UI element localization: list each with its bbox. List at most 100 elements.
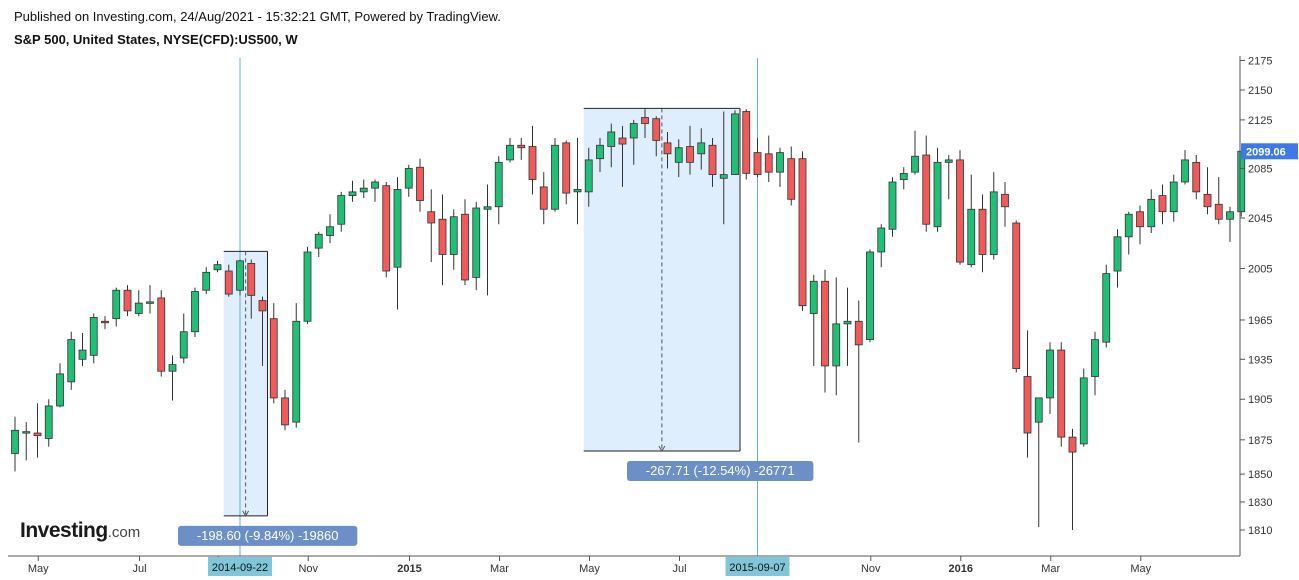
candle-body xyxy=(157,297,166,372)
time-tick-label: May xyxy=(1130,563,1151,575)
price-tick-label: 2125 xyxy=(1248,115,1272,127)
candle-body xyxy=(506,144,514,161)
candle-body xyxy=(573,188,582,193)
candle-body xyxy=(1102,273,1111,343)
candle-body xyxy=(382,185,391,272)
time-tick-label: May xyxy=(579,563,600,575)
candle-body xyxy=(1158,195,1167,213)
price-tick-label: 2005 xyxy=(1248,263,1272,275)
candle-body xyxy=(967,208,976,266)
time-tick-label: Mar xyxy=(1041,563,1060,575)
candle-body xyxy=(1012,222,1021,369)
measure-arrowhead xyxy=(658,445,666,452)
candle-body xyxy=(179,331,188,359)
candle-body xyxy=(663,142,672,155)
last-price-label: 2099.06 xyxy=(1246,146,1286,158)
candle-body xyxy=(191,291,199,333)
candle-body xyxy=(843,320,852,325)
candle-body xyxy=(1023,376,1032,434)
candle-body xyxy=(798,158,807,307)
candle-body xyxy=(416,166,424,201)
candle-body xyxy=(618,137,627,145)
candle-body xyxy=(562,142,571,194)
investing-logo: Investing.com xyxy=(20,519,140,543)
candle-body xyxy=(404,168,413,189)
price-tick-label: 1830 xyxy=(1248,497,1272,509)
candle-body xyxy=(247,262,256,296)
candle-body xyxy=(134,302,143,314)
price-tick-label: 2085 xyxy=(1248,163,1272,175)
date-marker-bg xyxy=(208,557,272,576)
logo-suffix: .com xyxy=(107,524,141,541)
candle-body xyxy=(764,153,773,173)
candle-body xyxy=(1034,397,1043,423)
candle-body xyxy=(641,117,649,124)
candle-body xyxy=(1046,349,1054,399)
candle-body xyxy=(202,271,211,291)
candle-body xyxy=(33,432,42,437)
candle-body xyxy=(877,227,886,253)
candle-body xyxy=(281,397,289,426)
candle-body xyxy=(866,251,874,340)
candle-body xyxy=(438,218,447,255)
date-marker-label: 2014-09-22 xyxy=(212,562,268,574)
candle-body xyxy=(326,226,334,236)
time-tick-label: Jul xyxy=(672,563,686,575)
time-tick-label: Mar xyxy=(490,563,509,575)
candle-body xyxy=(528,146,537,180)
candle-body xyxy=(1068,436,1077,453)
candle-body xyxy=(461,213,469,281)
candle-body xyxy=(832,323,841,367)
candle-body xyxy=(888,181,897,230)
candle-body xyxy=(1079,377,1088,445)
candle-body xyxy=(1001,193,1009,208)
publish-info: Published on Investing.com, 24/Aug/2021 … xyxy=(14,9,501,24)
candle-body xyxy=(1057,349,1066,438)
candle-body xyxy=(989,191,998,255)
candle-body xyxy=(303,251,312,322)
time-tick-label: 2016 xyxy=(949,563,973,575)
candle-body xyxy=(1203,193,1212,208)
candle-body xyxy=(1214,203,1223,220)
candle-body xyxy=(809,280,818,314)
price-tick-label: 1850 xyxy=(1248,469,1272,481)
price-tick-label: 1905 xyxy=(1248,394,1272,406)
measure-arrowhead xyxy=(242,510,250,517)
candle-body xyxy=(753,152,762,176)
logo-text: Investing xyxy=(20,519,108,542)
price-tick-label: 2175 xyxy=(1248,55,1272,67)
candle-body xyxy=(978,208,987,255)
price-tick-label: 2045 xyxy=(1248,213,1272,225)
candle-body xyxy=(494,161,503,208)
candle-body xyxy=(1181,159,1189,183)
symbol-title: S&P 500, United States, NYSE(CFD):US500,… xyxy=(14,32,298,47)
candle-body xyxy=(78,349,87,360)
candle-body xyxy=(393,188,402,268)
candle-body xyxy=(854,320,863,346)
candle-body xyxy=(652,118,661,141)
last-price-bg xyxy=(1241,143,1298,160)
candle-body xyxy=(258,300,267,312)
candle-body xyxy=(213,264,222,271)
candle-body xyxy=(944,159,953,163)
candle-body xyxy=(168,364,177,372)
candle-body xyxy=(123,289,132,312)
time-tick-label: 2015 xyxy=(397,563,421,575)
candle-body xyxy=(22,431,31,434)
measure-label-bg xyxy=(627,461,814,482)
candle-body xyxy=(517,144,526,149)
candle-body xyxy=(11,429,19,454)
candle-body xyxy=(1113,236,1122,272)
candle-body xyxy=(551,144,559,210)
candle-body xyxy=(56,373,64,407)
price-tick-label: 1935 xyxy=(1248,354,1272,366)
candle-body xyxy=(112,289,121,320)
candle-body xyxy=(742,111,751,174)
candle-body xyxy=(956,159,964,263)
candle-body xyxy=(899,172,908,180)
candle-body xyxy=(348,191,357,196)
candle-body xyxy=(371,181,379,189)
candle-body xyxy=(1169,181,1178,213)
price-tick-label: 1965 xyxy=(1248,315,1272,327)
